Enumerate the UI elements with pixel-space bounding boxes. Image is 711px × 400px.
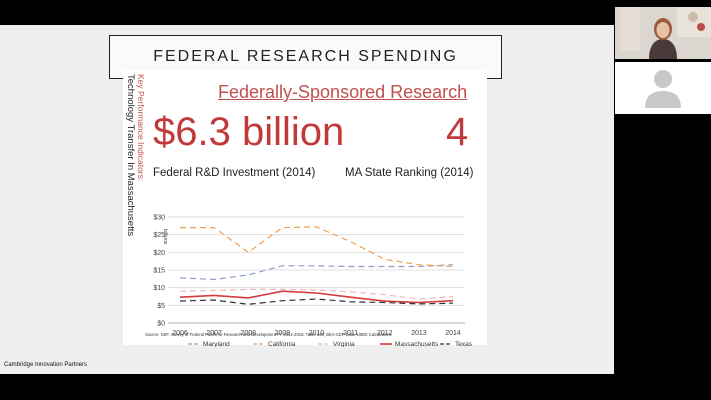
- x-tick-label: 2011: [343, 330, 358, 337]
- x-tick-label: 2010: [309, 330, 325, 337]
- speaker-video-image: [615, 7, 711, 59]
- series-line-california: [180, 226, 454, 268]
- y-tick-label: $10: [153, 285, 165, 292]
- series-line-virginia: [179, 288, 454, 300]
- y-tick-label: $0: [157, 321, 165, 328]
- legend-label: Virginia: [333, 341, 355, 347]
- footer-organization: Cambridge Innovation Partners: [4, 362, 88, 368]
- legend-label: Massachusetts: [395, 341, 439, 347]
- x-tick-label: 2006: [172, 330, 188, 337]
- legend-label: Maryland: [203, 341, 230, 347]
- y-axis-unit: billions: [162, 229, 168, 245]
- federal-investment-value: $6.3 billion: [153, 110, 345, 154]
- series-line-texas: [179, 298, 454, 305]
- section-header: Federally-Sponsored Research: [218, 82, 468, 102]
- state-ranking-value: 4: [446, 110, 469, 154]
- x-tick-label: 2008: [240, 330, 256, 337]
- y-tick-label: $20: [153, 250, 165, 257]
- legend-label: Texas: [455, 341, 473, 347]
- avatar-placeholder-icon: [615, 62, 711, 114]
- x-tick-label: 2014: [445, 330, 461, 337]
- research-spending-chart: billions $0 $5 $10 $15 $20 $25 $30 2006 2007 200…: [153, 215, 473, 348]
- y-tick-label: $5: [157, 303, 165, 310]
- federal-investment-label: Federal R&D Investment (2014): [153, 167, 316, 179]
- video-strip: [614, 0, 711, 400]
- kpi-side-label-primary: Key Performance Indicators:: [136, 74, 146, 182]
- y-tick-label: $15: [153, 268, 165, 275]
- chart-source-note: Source: NSF, Survey of Federal Funds for…: [145, 332, 392, 337]
- participant-video-tile[interactable]: [615, 62, 711, 114]
- x-tick-label: 2013: [411, 330, 427, 337]
- x-tick-label: 2012: [377, 330, 393, 337]
- y-tick-label: $30: [153, 215, 165, 222]
- series-line-massachusetts: [179, 290, 454, 304]
- y-tick-label: $25: [153, 232, 165, 239]
- x-tick-label: 2009: [275, 330, 291, 337]
- state-ranking-label: MA State Ranking (2014): [345, 167, 474, 179]
- slide-title: FEDERAL RESEARCH SPENDING: [153, 48, 458, 65]
- x-tick-label: 2007: [206, 330, 222, 337]
- legend-label: California: [268, 341, 296, 347]
- speaker-video-tile[interactable]: [615, 7, 711, 59]
- series-line-maryland: [179, 264, 454, 281]
